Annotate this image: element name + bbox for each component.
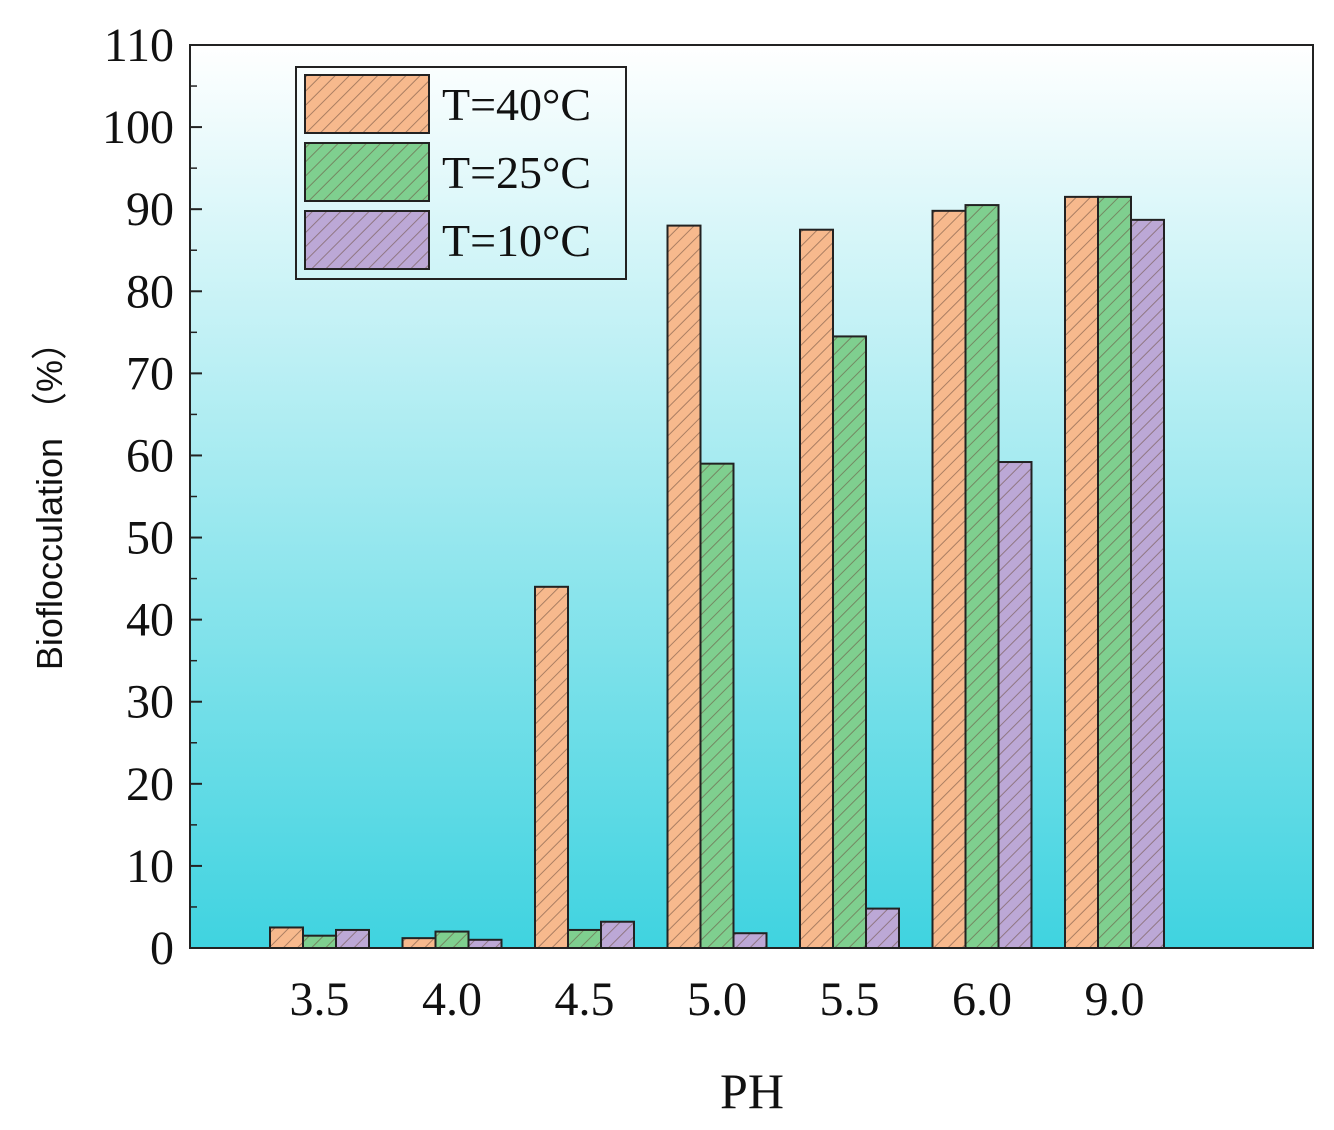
- y-tick-label: 90: [126, 183, 174, 236]
- legend-label: T=10°C: [442, 215, 591, 266]
- bar-t25c-4-5: [567, 928, 602, 950]
- x-tick-label: 6.0: [952, 973, 1012, 1026]
- x-tick-label: 5.5: [820, 973, 880, 1026]
- y-tick-label: 80: [126, 265, 174, 318]
- y-axis: 0 10 20 30 40 50 60 70 80 90 100 110: [102, 19, 202, 975]
- x-tick-label: 9.0: [1085, 973, 1145, 1026]
- legend: T=40°C T=25°C T=10°C: [295, 66, 627, 280]
- bar-t40c-3-5: [269, 926, 304, 950]
- bar-t10c-4-0: [467, 938, 503, 949]
- bar-t40c-4-5: [534, 585, 569, 949]
- bar-t10c-5-5: [865, 907, 900, 950]
- bar-t10c-4-5: [600, 920, 635, 949]
- legend-label: T=25°C: [442, 147, 591, 198]
- legend-box: [295, 66, 627, 280]
- y-tick-label: 70: [126, 347, 174, 400]
- x-tick-label: 5.0: [687, 973, 747, 1026]
- y-tick-label: 20: [126, 758, 174, 811]
- bar-t10c-9-0: [1130, 218, 1165, 949]
- y-tick-label: 40: [126, 594, 174, 647]
- legend-swatch: [304, 142, 430, 202]
- y-tick-label: 10: [126, 840, 174, 893]
- bar-t25c-6-0: [964, 204, 1000, 949]
- y-tick-label: 30: [126, 676, 174, 729]
- x-tick-label: 3.5: [290, 973, 350, 1026]
- y-tick-label: 50: [126, 512, 174, 565]
- y-tick-label: 110: [104, 19, 174, 72]
- y-axis-label: Bioflocculation （%）: [29, 324, 70, 670]
- bar-t10c-6-0: [997, 461, 1033, 949]
- y-tick-label: 60: [126, 429, 174, 482]
- bar-t40c-9-0: [1064, 195, 1099, 950]
- x-tick-label: 4.5: [555, 973, 615, 1026]
- y-tick-label: 100: [102, 101, 174, 154]
- bar-t25c-9-0: [1097, 195, 1132, 950]
- legend-label: T=40°C: [442, 79, 591, 130]
- x-tick-label: 4.0: [422, 973, 482, 1026]
- bar-t40c-4-0: [401, 937, 437, 950]
- y-tick-label: 0: [150, 922, 174, 975]
- x-axis: 3.5 4.0 4.5 5.0 5.5 6.0 9.0: [290, 973, 1145, 1026]
- bar-t25c-5-5: [832, 335, 867, 949]
- bars-layer: [269, 195, 1165, 950]
- legend-swatch: [304, 210, 430, 270]
- bar-t25c-5-0: [699, 462, 735, 949]
- legend-swatch: [304, 74, 430, 134]
- bar-t10c-3-5: [335, 928, 370, 950]
- bar-t40c-5-5: [799, 228, 834, 950]
- bar-t40c-6-0: [931, 209, 967, 950]
- bar-t25c-4-0: [434, 930, 470, 950]
- x-axis-label: PH: [720, 1063, 784, 1119]
- bar-t10c-5-0: [732, 932, 768, 949]
- bar-t25c-3-5: [302, 934, 337, 949]
- bar-t40c-5-0: [666, 224, 702, 950]
